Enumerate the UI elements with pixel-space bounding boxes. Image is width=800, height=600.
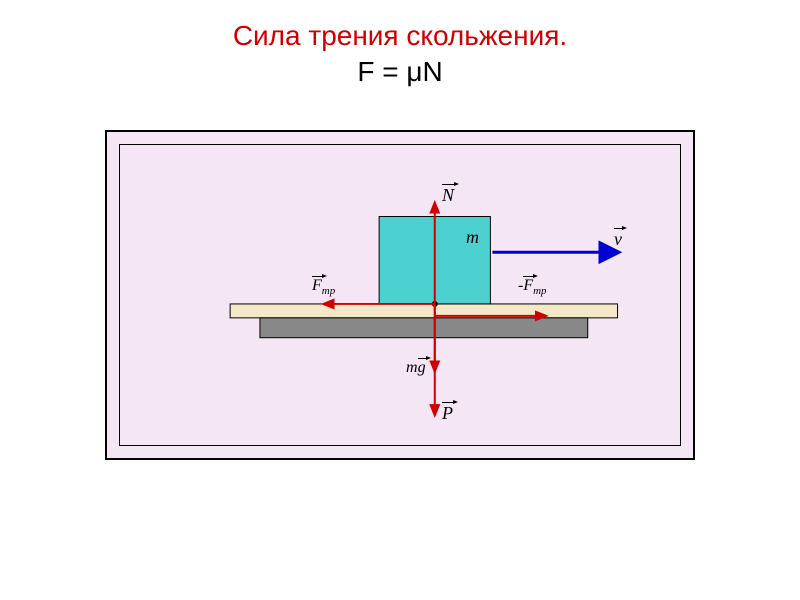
diagram-svg — [120, 145, 680, 445]
label-mg: mg — [406, 359, 426, 377]
surface — [230, 304, 617, 318]
label-Ftr-left: Fтр — [312, 277, 335, 297]
diagram-frame: N m v Fтр -Fтр mg P — [105, 130, 695, 460]
label-m: m — [466, 227, 479, 248]
label-P: P — [442, 403, 453, 424]
base — [260, 318, 588, 338]
title-line2: F = μN — [0, 56, 800, 88]
label-Ftr-right: -Fтр — [518, 277, 547, 297]
label-v: v — [614, 229, 622, 250]
diagram-inner: N m v Fтр -Fтр mg P — [119, 144, 681, 446]
title-line1: Сила трения скольжения. — [0, 20, 800, 52]
label-N: N — [442, 185, 454, 206]
